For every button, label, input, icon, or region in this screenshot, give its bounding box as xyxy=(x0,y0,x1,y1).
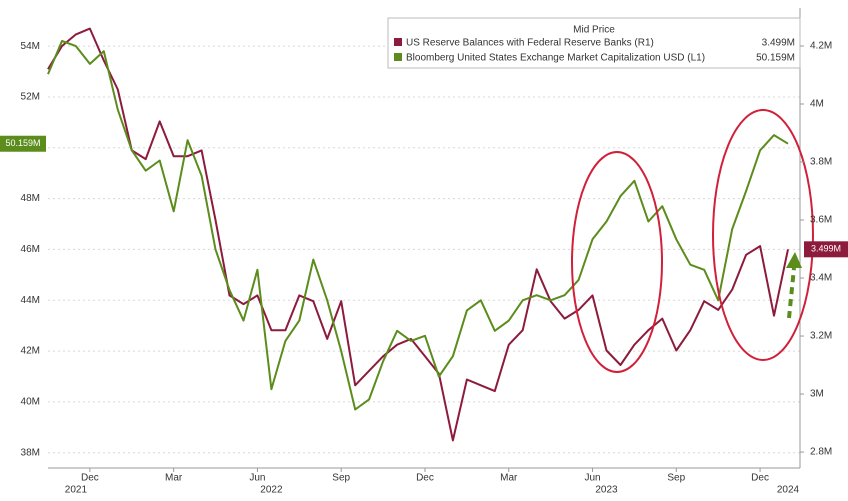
legend-swatch xyxy=(394,53,402,61)
y-tick-label: 46M xyxy=(21,244,40,255)
legend-title: Mid Price xyxy=(573,25,615,36)
last-value-label: 3.499M xyxy=(811,244,841,254)
year-label: 2024 xyxy=(777,485,800,496)
x-tick-label: Dec xyxy=(416,473,434,484)
y2-tick-label: 3M xyxy=(810,389,824,400)
legend-swatch xyxy=(394,38,402,46)
arrow-shaft xyxy=(787,267,796,319)
x-tick-label: Dec xyxy=(81,473,99,484)
last-value-tag xyxy=(0,135,46,152)
lines xyxy=(47,27,789,442)
year-label: 2021 xyxy=(65,485,88,496)
year-label: 2022 xyxy=(260,485,283,496)
legend-label: Bloomberg United States Exchange Market … xyxy=(406,53,705,64)
x-tick-label: Sep xyxy=(332,473,350,484)
legend: Mid Price US Reserve Balances with Feder… xyxy=(387,17,801,69)
x-tick-label: Dec xyxy=(751,473,769,484)
x-tick-label: Mar xyxy=(165,473,183,484)
legend-box xyxy=(387,17,801,69)
last-value-label: 50.159M xyxy=(5,138,40,148)
legend-value: 3.499M xyxy=(762,38,795,49)
series-line xyxy=(47,40,789,411)
legend-value: 50.159M xyxy=(756,53,795,64)
x-tick-label: Sep xyxy=(667,473,685,484)
x-tick-label: Jun xyxy=(584,473,600,484)
x-tick-label: Jun xyxy=(249,473,265,484)
y2-tick-label: 3.8M xyxy=(810,157,832,168)
y-tick-label: 42M xyxy=(21,346,40,357)
y2-tick-label: 2.8M xyxy=(810,447,832,458)
last-value-tag xyxy=(804,241,848,258)
y2-tick-label: 4M xyxy=(810,99,824,110)
grid xyxy=(48,45,800,454)
highlight-circle xyxy=(712,109,814,361)
highlight-circle xyxy=(571,151,663,373)
y-tick-label: 38M xyxy=(21,447,40,458)
y-tick-label: 52M xyxy=(21,92,40,103)
y2-tick-label: 3.4M xyxy=(810,273,832,284)
y2-tick-label: 3.2M xyxy=(810,331,832,342)
y-tick-label: 44M xyxy=(21,295,40,306)
series-line xyxy=(47,27,789,442)
legend-label: US Reserve Balances with Federal Reserve… xyxy=(406,38,654,49)
x-tick-label: Mar xyxy=(500,473,518,484)
arrow-head xyxy=(786,252,802,268)
y-tick-label: 40M xyxy=(21,397,40,408)
y2-tick-label: 3.6M xyxy=(810,215,832,226)
y2-tick-label: 4.2M xyxy=(810,41,832,52)
year-label: 2023 xyxy=(595,485,618,496)
y-tick-label: 54M xyxy=(21,41,40,52)
y-tick-label: 48M xyxy=(21,193,40,204)
